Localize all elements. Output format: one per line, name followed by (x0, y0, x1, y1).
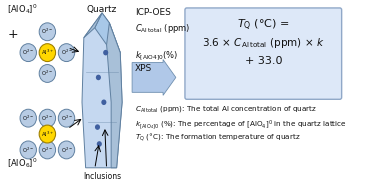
Text: O$^{2-}$: O$^{2-}$ (41, 27, 53, 36)
Polygon shape (84, 13, 102, 38)
Circle shape (58, 44, 75, 61)
Circle shape (39, 141, 56, 159)
Text: [AlO$_4$]$^0$: [AlO$_4$]$^0$ (7, 2, 38, 16)
Text: $\it{C}$$_\mathregular{Al\,total}$ (ppm): $\it{C}$$_\mathregular{Al\,total}$ (ppm) (135, 22, 190, 35)
Circle shape (58, 109, 75, 127)
Text: +: + (8, 28, 18, 41)
Text: O$^{2-}$: O$^{2-}$ (41, 145, 53, 155)
Text: O$^{2-}$: O$^{2-}$ (22, 48, 34, 57)
Circle shape (39, 65, 56, 82)
Circle shape (97, 141, 102, 147)
Text: Al$^{3+}$: Al$^{3+}$ (41, 129, 54, 139)
Circle shape (39, 109, 56, 127)
Text: $\it{k}_\mathrm{[AlO_4]0}$ (%): The percentage of [AlO$_4$]$^0$ in the quartz la: $\it{k}_\mathrm{[AlO_4]0}$ (%): The perc… (135, 118, 347, 131)
FancyArrow shape (132, 60, 176, 95)
Text: O$^{2-}$: O$^{2-}$ (60, 145, 73, 155)
Text: XPS: XPS (135, 64, 152, 72)
Text: O$^{2-}$: O$^{2-}$ (22, 145, 34, 155)
Circle shape (20, 44, 36, 61)
Text: $\it{C}_\mathrm{Al\,total}$ (ppm): The total Al concentration of quartz: $\it{C}_\mathrm{Al\,total}$ (ppm): The t… (135, 104, 317, 114)
Text: Quartz: Quartz (87, 5, 117, 14)
Circle shape (39, 44, 56, 61)
Text: $\it{k}$$_\mathregular{[AlO4]0}$(%): $\it{k}$$_\mathregular{[AlO4]0}$(%) (135, 50, 178, 63)
FancyBboxPatch shape (185, 8, 342, 99)
Text: ICP-OES: ICP-OES (135, 8, 171, 17)
Circle shape (58, 141, 75, 159)
Circle shape (20, 141, 36, 159)
Polygon shape (107, 23, 122, 168)
Text: O$^{2-}$: O$^{2-}$ (60, 48, 73, 57)
Circle shape (101, 100, 107, 105)
Circle shape (96, 75, 101, 80)
Text: Inclusions: Inclusions (83, 172, 121, 181)
Text: O$^{2-}$: O$^{2-}$ (41, 113, 53, 123)
Text: $\it{T}_\mathrm{Q}$ (°C) =: $\it{T}_\mathrm{Q}$ (°C) = (237, 18, 290, 33)
Circle shape (39, 23, 56, 41)
Circle shape (95, 124, 100, 130)
Text: $\it{T}_\mathrm{Q}$ (°C): The formation temperature of quartz: $\it{T}_\mathrm{Q}$ (°C): The formation … (135, 132, 301, 143)
Polygon shape (95, 13, 120, 53)
Circle shape (103, 50, 108, 55)
Text: 3.6 × $\it{C}_\mathrm{Al\,total}$ (ppm) × $\it{k}$: 3.6 × $\it{C}_\mathrm{Al\,total}$ (ppm) … (202, 36, 324, 50)
Text: O$^{2-}$: O$^{2-}$ (41, 69, 53, 78)
Text: [AlO$_6$]$^0$: [AlO$_6$]$^0$ (7, 156, 38, 170)
Text: + 33.0: + 33.0 (245, 56, 282, 66)
Circle shape (20, 109, 36, 127)
Text: O$^{2-}$: O$^{2-}$ (22, 113, 34, 123)
Circle shape (39, 125, 56, 143)
Text: O$^{2-}$: O$^{2-}$ (60, 113, 73, 123)
Text: Al$^{3+}$: Al$^{3+}$ (41, 48, 54, 57)
Polygon shape (82, 13, 122, 168)
